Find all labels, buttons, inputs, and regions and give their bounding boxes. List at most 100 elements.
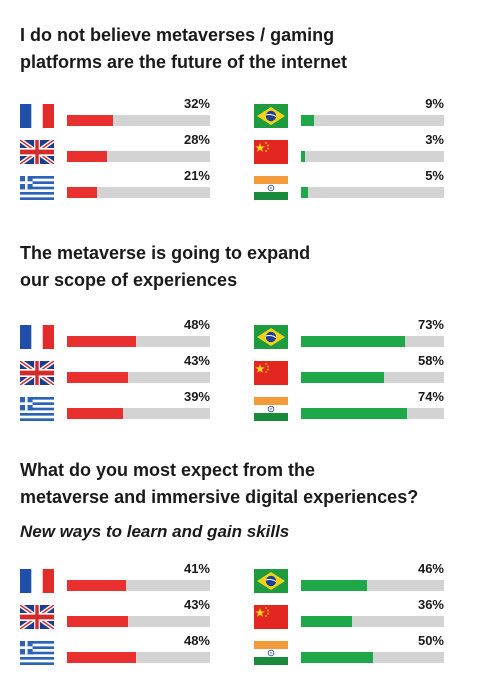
data-label: 41% (183, 561, 210, 576)
brazil-flag-icon (254, 104, 288, 128)
europe-group: 41% 43% 48% (20, 561, 210, 665)
bar-track (301, 115, 444, 126)
bar-track (67, 580, 210, 591)
bar (67, 372, 129, 383)
data-label: 43% (183, 353, 210, 368)
bar (67, 408, 123, 419)
bar-track (67, 372, 210, 383)
data-label: 39% (183, 389, 210, 404)
data-label: 74% (417, 389, 444, 404)
section-title: What do you most expect from the metaver… (20, 457, 480, 511)
bar-row-united-kingdom: 43% (20, 353, 210, 387)
data-label: 36% (417, 597, 444, 612)
data-label: 28% (183, 132, 210, 147)
section-title-line-2: platforms are the future of the internet (20, 52, 348, 72)
france-flag-icon (20, 569, 54, 593)
uk-flag-icon (20, 605, 54, 629)
france-flag-icon (20, 325, 54, 349)
data-label: 21% (183, 168, 210, 183)
bar (301, 408, 407, 419)
greece-flag-icon (20, 641, 54, 665)
section-subtitle: New ways to learn and gain skills (20, 522, 290, 541)
bar (301, 187, 309, 198)
india-flag-icon (254, 176, 288, 200)
bar (67, 616, 129, 627)
bar-row-india: 5% (254, 168, 444, 202)
bar-row-france: 48% (20, 317, 210, 351)
section-title-line-1: The metaverse is going to expand (20, 243, 311, 263)
bar (301, 580, 367, 591)
bar-row-china: 36% (254, 597, 444, 631)
bar-row-india: 74% (254, 389, 444, 423)
data-label: 50% (417, 633, 444, 648)
section-title: The metaverse is going to expand our sco… (20, 240, 480, 294)
bar-row-france: 41% (20, 561, 210, 595)
bar (301, 151, 306, 162)
bar-track (301, 616, 444, 627)
bar-row-greece: 21% (20, 168, 210, 202)
bar-track (67, 652, 210, 663)
china-flag-icon (254, 140, 288, 164)
greece-flag-icon (20, 176, 54, 200)
uk-flag-icon (20, 140, 54, 164)
europe-group: 48% 43% 39% (20, 317, 210, 421)
bar-row-china: 58% (254, 353, 444, 387)
bar (301, 372, 384, 383)
brazil-flag-icon (254, 325, 288, 349)
bar (67, 580, 126, 591)
data-label: 32% (183, 96, 210, 111)
bar-row-united-kingdom: 43% (20, 597, 210, 631)
data-label: 48% (183, 633, 210, 648)
bar-track (67, 616, 210, 627)
bar-track (67, 115, 210, 126)
bar (67, 187, 98, 198)
bar-track (301, 652, 444, 663)
section-title: I do not believe metaverses / gaming pla… (20, 22, 480, 76)
data-label: 43% (183, 597, 210, 612)
bar-row-united-kingdom: 28% (20, 132, 210, 166)
bar-track (67, 187, 210, 198)
bar-track (301, 408, 444, 419)
brazil-flag-icon (254, 569, 288, 593)
section-title-line-1: I do not believe metaverses / gaming (20, 25, 335, 45)
section-title-line-1: What do you most expect from the (20, 460, 316, 480)
bar (67, 151, 108, 162)
bar-track (301, 580, 444, 591)
bar (67, 652, 136, 663)
bar-track (67, 151, 210, 162)
bar-track (301, 151, 444, 162)
uk-flag-icon (20, 361, 54, 385)
data-label: 5% (425, 168, 444, 183)
data-label: 73% (417, 317, 444, 332)
bar-row-china: 3% (254, 132, 444, 166)
section-title-line-2: metaverse and immersive digital experien… (20, 487, 419, 507)
india-flag-icon (254, 641, 288, 665)
greece-flag-icon (20, 397, 54, 421)
section-title-line-2: our scope of experiences (20, 270, 238, 290)
bar-row-france: 32% (20, 96, 210, 130)
france-flag-icon (20, 104, 54, 128)
bar-track (301, 336, 444, 347)
bar (301, 652, 373, 663)
bar (301, 115, 314, 126)
europe-group: 32% 28% 21% (20, 96, 210, 200)
data-label: 3% (425, 132, 444, 147)
emerging-group: 9% 3% 5% (254, 96, 444, 200)
china-flag-icon (254, 361, 288, 385)
emerging-group: 73% 58% 74% (254, 317, 444, 421)
bar-row-brazil: 46% (254, 561, 444, 595)
india-flag-icon (254, 397, 288, 421)
china-flag-icon (254, 605, 288, 629)
bar-row-brazil: 9% (254, 96, 444, 130)
emerging-group: 46% 36% 50% (254, 561, 444, 665)
data-label: 46% (417, 561, 444, 576)
data-label: 9% (425, 96, 444, 111)
bar-track (301, 187, 444, 198)
bar-row-india: 50% (254, 633, 444, 667)
data-label: 58% (417, 353, 444, 368)
bar-track (67, 336, 210, 347)
bar-row-brazil: 73% (254, 317, 444, 351)
bar-track (301, 372, 444, 383)
bar (301, 336, 406, 347)
bar (67, 336, 136, 347)
